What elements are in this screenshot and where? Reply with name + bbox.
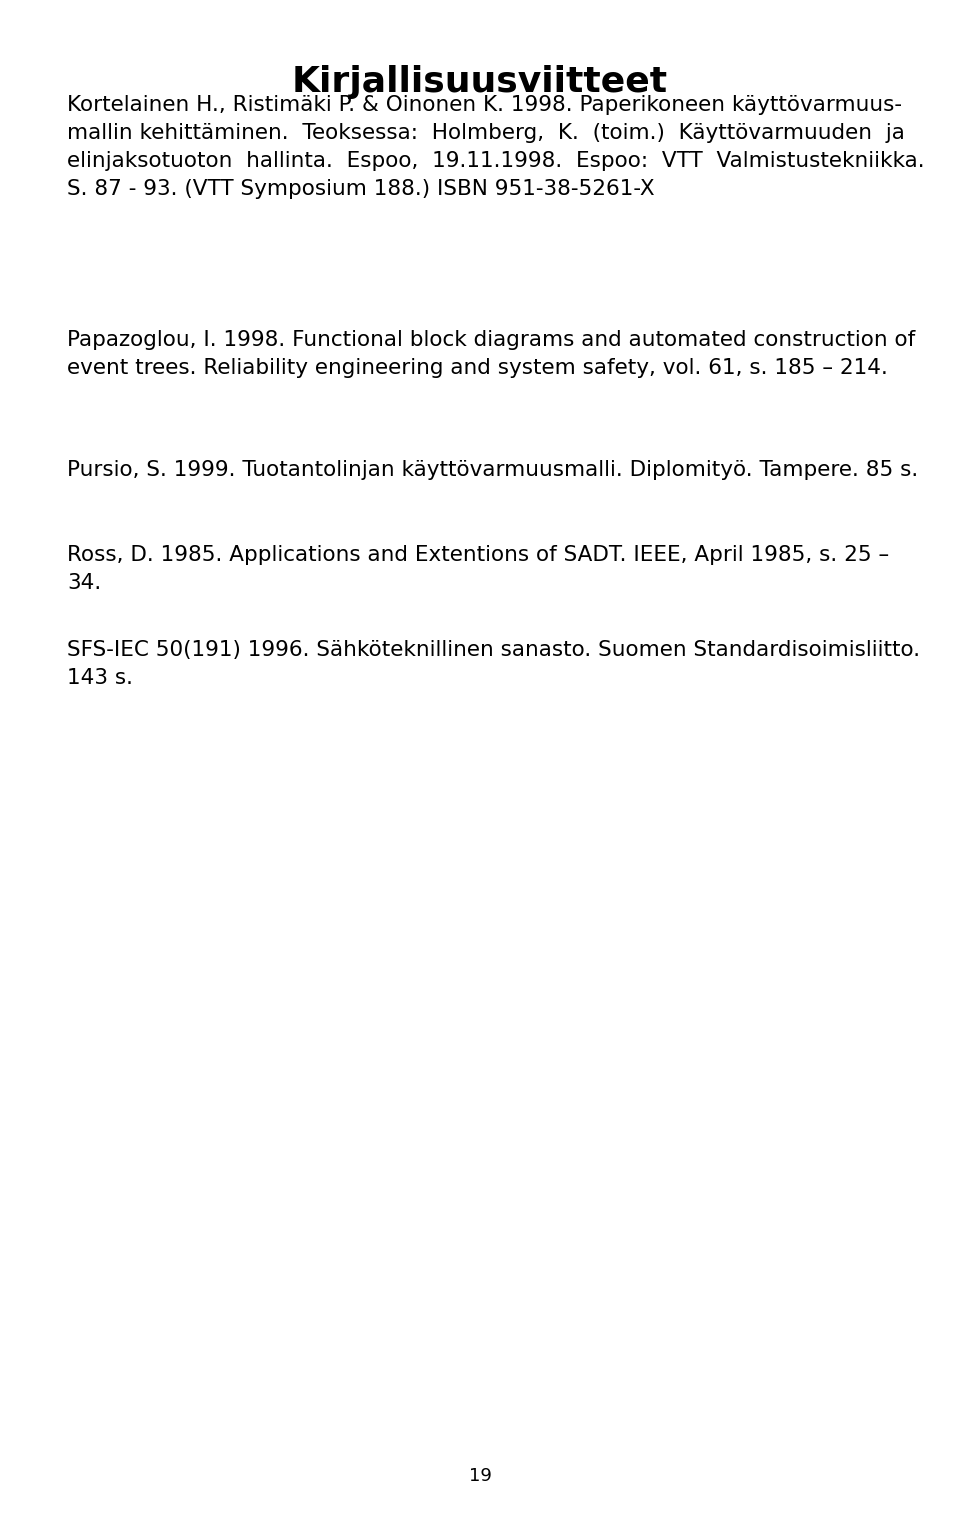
- Text: mallin kehittäminen.  Teoksessa:  Holmberg,  K.  (toim.)  Käyttövarmuuden  ja: mallin kehittäminen. Teoksessa: Holmberg…: [67, 124, 905, 143]
- Text: 19: 19: [468, 1467, 492, 1485]
- Text: event trees. Reliability engineering and system safety, vol. 61, s. 185 – 214.: event trees. Reliability engineering and…: [67, 358, 888, 378]
- Text: 34.: 34.: [67, 573, 101, 593]
- Text: Ross, D. 1985. Applications and Extentions of SADT. IEEE, April 1985, s. 25 –: Ross, D. 1985. Applications and Extentio…: [67, 544, 889, 564]
- Text: SFS-IEC 50(191) 1996. Sähköteknillinen sanasto. Suomen Standardisoimisliitto.: SFS-IEC 50(191) 1996. Sähköteknillinen s…: [67, 640, 920, 660]
- Text: Pursio, S. 1999. Tuotantolinjan käyttövarmuusmalli. Diplomityö. Tampere. 85 s.: Pursio, S. 1999. Tuotantolinjan käyttöva…: [67, 461, 919, 480]
- Text: Kortelainen H., Ristimäki P. & Oinonen K. 1998. Paperikoneen käyttövarmuus-: Kortelainen H., Ristimäki P. & Oinonen K…: [67, 95, 902, 114]
- Text: Papazoglou, I. 1998. Functional block diagrams and automated construction of: Papazoglou, I. 1998. Functional block di…: [67, 329, 915, 351]
- Text: S. 87 - 93. (VTT Symposium 188.) ISBN 951-38-5261-X: S. 87 - 93. (VTT Symposium 188.) ISBN 95…: [67, 178, 655, 198]
- Text: elinjaksotuoton  hallinta.  Espoo,  19.11.1998.  Espoo:  VTT  Valmistustekniikka: elinjaksotuoton hallinta. Espoo, 19.11.1…: [67, 151, 924, 171]
- Text: 143 s.: 143 s.: [67, 668, 133, 688]
- Text: Kirjallisuusviitteet: Kirjallisuusviitteet: [292, 66, 668, 99]
